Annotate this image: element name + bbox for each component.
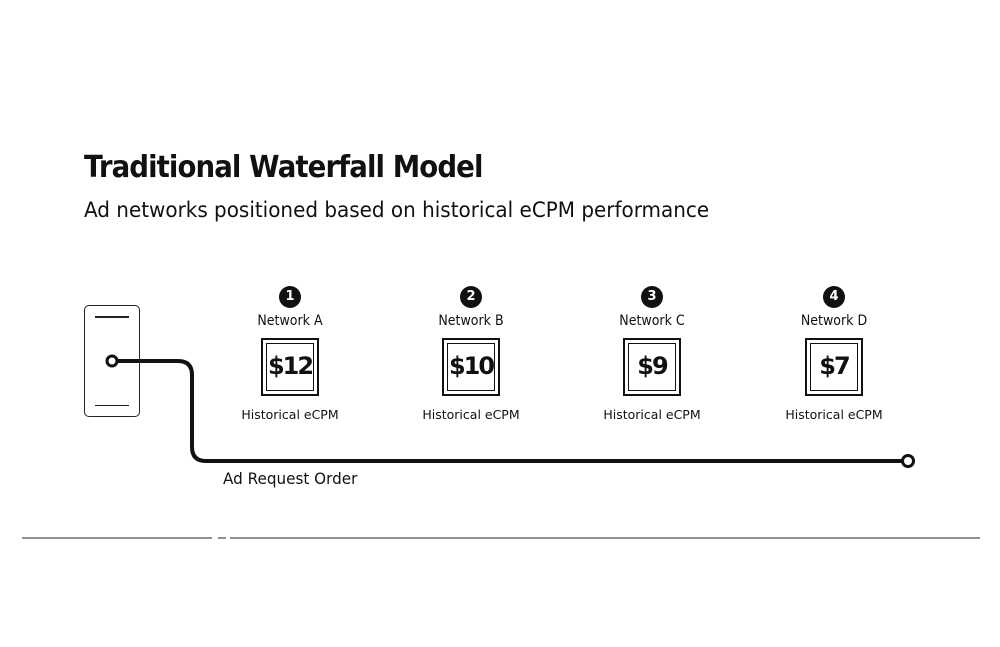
- order-badge: 2: [460, 286, 482, 308]
- ecpm-price: $9: [637, 352, 668, 380]
- order-badge: 4: [823, 286, 845, 308]
- price-box: $12: [261, 338, 319, 396]
- phone-icon: [84, 305, 140, 417]
- ecpm-caption: Historical eCPM: [785, 407, 883, 422]
- diagram-title: Traditional Waterfall Model: [84, 150, 483, 185]
- ecpm-caption: Historical eCPM: [241, 407, 339, 422]
- network-card-a: 1 Network A $12 Historical eCPM: [230, 286, 350, 422]
- ad-request-path: [116, 359, 904, 463]
- price-box: $9: [623, 338, 681, 396]
- ecpm-caption: Historical eCPM: [603, 407, 701, 422]
- network-card-d: 4 Network D $7 Historical eCPM: [774, 286, 894, 422]
- end-node: [901, 454, 915, 468]
- ecpm-price: $10: [448, 352, 495, 380]
- network-card-c: 3 Network C $9 Historical eCPM: [592, 286, 712, 422]
- ecpm-price: $12: [267, 352, 314, 380]
- network-name: Network A: [257, 313, 323, 329]
- network-name: Network B: [438, 313, 504, 329]
- network-card-b: 2 Network B $10 Historical eCPM: [411, 286, 531, 422]
- order-badge: 3: [641, 286, 663, 308]
- diagram-subtitle: Ad networks positioned based on historic…: [84, 198, 710, 222]
- network-name: Network D: [800, 313, 868, 329]
- network-name: Network C: [619, 313, 685, 329]
- price-box: $10: [442, 338, 500, 396]
- ecpm-caption: Historical eCPM: [422, 407, 520, 422]
- start-node: [105, 354, 119, 368]
- price-box: $7: [805, 338, 863, 396]
- order-badge: 1: [279, 286, 301, 308]
- ecpm-price: $7: [819, 352, 850, 380]
- ad-request-order-label: Ad Request Order: [223, 469, 358, 488]
